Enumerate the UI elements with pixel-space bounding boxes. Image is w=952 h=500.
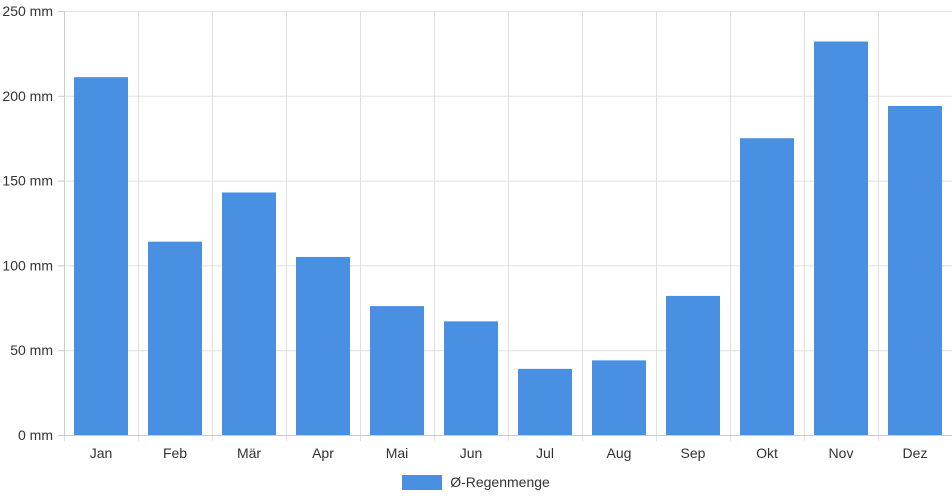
bar [148,241,202,435]
y-tick-label: 150 mm [2,173,53,189]
bar [740,138,794,435]
legend-label: Ø-Regenmenge [450,474,550,490]
x-tick-label: Sep [681,445,706,461]
bar [592,360,646,435]
bar [222,192,276,435]
y-tick-label: 250 mm [2,3,53,19]
x-tick-label: Jul [536,445,554,461]
bar [666,295,720,435]
chart-svg: 0 mm 50 mm 100 mm 150 mm 200 mm 250 mm Jan Feb M… [2,3,952,461]
legend-swatch [402,474,443,490]
bar [370,306,424,435]
bar [74,77,128,436]
y-tick-label: 50 mm [10,342,53,358]
x-tick-label: Jun [460,445,483,461]
bar [888,105,942,435]
x-tick-label: Apr [312,445,334,461]
x-tick-label: Jan [90,445,113,461]
y-tick-label: 200 mm [2,88,53,104]
bar [444,321,498,435]
bar [814,41,868,435]
x-tick-label: Mai [386,445,409,461]
bar [518,368,572,435]
x-tick-label: Okt [756,445,778,461]
y-tick-label: 100 mm [2,257,53,273]
x-tick-label: Feb [163,445,187,461]
legend: Ø-Regenmenge [0,472,952,492]
x-tick-label: Mär [237,445,261,461]
y-tick-label: 0 mm [18,427,53,443]
bar [296,256,350,435]
x-tick-label: Nov [829,445,854,461]
x-tick-label: Aug [607,445,632,461]
x-tick-label: Dez [903,445,928,461]
